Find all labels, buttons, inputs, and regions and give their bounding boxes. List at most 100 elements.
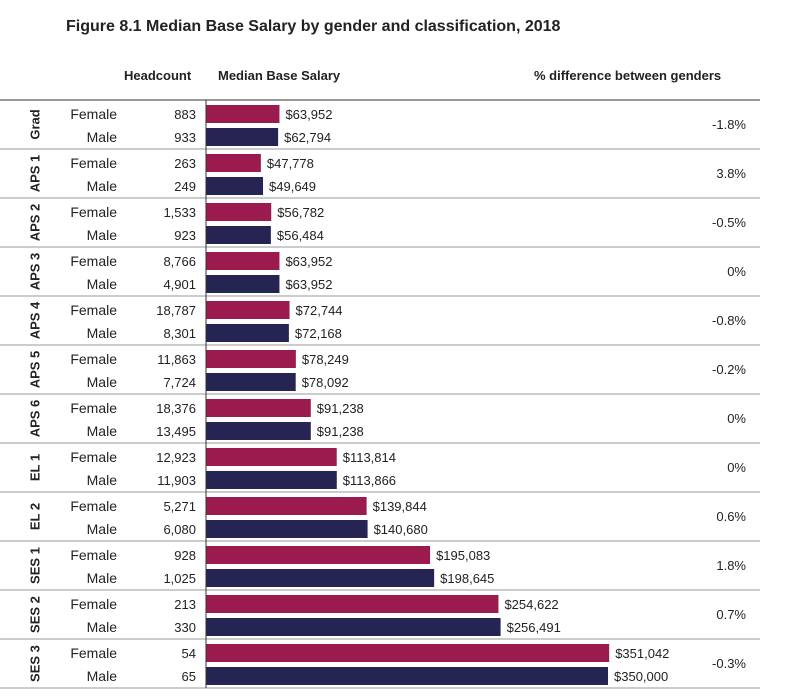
data-label: $56,484 (277, 228, 324, 243)
data-label: $63,952 (285, 107, 332, 122)
gender-label: Female (70, 351, 117, 367)
pct-difference-el-2: 0.6% (716, 509, 746, 524)
header-headcount: Headcount (124, 68, 192, 83)
pct-difference-aps-1: 3.8% (716, 166, 746, 181)
data-label: $91,238 (317, 424, 364, 439)
bar-female (206, 399, 311, 417)
gender-label: Female (70, 498, 117, 514)
data-label: $198,645 (440, 571, 494, 586)
gender-label: Male (87, 227, 118, 243)
bar-male (206, 373, 296, 391)
data-label: $139,844 (373, 499, 427, 514)
bar-male (206, 275, 280, 293)
data-label: $254,622 (504, 597, 558, 612)
headcount-value: 13,495 (156, 424, 196, 439)
group-label-grad: Grad (27, 109, 42, 139)
pct-difference-aps-6: 0% (727, 411, 746, 426)
headcount-value: 4,901 (163, 277, 196, 292)
gender-label: Female (70, 106, 117, 122)
headcount-value: 8,766 (163, 254, 196, 269)
gender-label: Male (87, 619, 118, 635)
gender-label: Male (87, 423, 118, 439)
chart-plot-area: Grad -1.8% Female 883 $63,952 Male 933 $62,794 A… (0, 99, 760, 689)
pct-difference-ses-3: -0.3% (712, 656, 746, 671)
bar-female (206, 154, 261, 172)
bar-female (206, 301, 290, 319)
data-label: $350,000 (614, 669, 668, 684)
headcount-value: 263 (174, 156, 196, 171)
pct-difference-ses-2: 0.7% (716, 607, 746, 622)
headcount-value: 65 (182, 669, 196, 684)
pct-difference-aps-2: -0.5% (712, 215, 746, 230)
data-label: $78,249 (302, 352, 349, 367)
chart-title: Figure 8.1 Median Base Salary by gender … (66, 18, 561, 35)
header-median-salary: Median Base Salary (218, 68, 341, 83)
headcount-value: 12,923 (156, 450, 196, 465)
bar-male (206, 520, 368, 538)
gender-label: Female (70, 547, 117, 563)
gender-label: Male (87, 570, 118, 586)
gender-label: Female (70, 596, 117, 612)
bar-female (206, 497, 367, 515)
headcount-value: 1,025 (163, 571, 196, 586)
pct-difference-aps-5: -0.2% (712, 362, 746, 377)
bar-female (206, 448, 337, 466)
bar-male (206, 226, 271, 244)
pct-difference-el-1: 0% (727, 460, 746, 475)
data-label: $113,866 (343, 473, 396, 488)
bar-male (206, 667, 608, 685)
gender-label: Male (87, 472, 118, 488)
data-label: $56,782 (277, 205, 324, 220)
group-label-aps-3: APS 3 (27, 253, 42, 291)
headcount-value: 18,787 (156, 303, 196, 318)
gender-label: Female (70, 449, 117, 465)
data-label: $72,168 (295, 326, 342, 341)
group-label-aps-6: APS 6 (27, 400, 42, 438)
gender-label: Male (87, 521, 118, 537)
bar-male (206, 618, 501, 636)
bar-female (206, 644, 610, 662)
pct-difference-aps-4: -0.8% (712, 313, 746, 328)
data-label: $351,042 (615, 646, 669, 661)
gender-label: Female (70, 400, 117, 416)
data-label: $63,952 (285, 277, 332, 292)
headcount-value: 6,080 (163, 522, 196, 537)
bar-male (206, 422, 311, 440)
headcount-value: 330 (174, 620, 196, 635)
pct-difference-grad: -1.8% (712, 117, 746, 132)
data-label: $140,680 (374, 522, 428, 537)
bar-female (206, 105, 280, 123)
data-label: $256,491 (507, 620, 561, 635)
group-label-aps-2: APS 2 (27, 204, 42, 242)
headcount-value: 5,271 (163, 499, 196, 514)
gender-label: Male (87, 178, 118, 194)
header-gender-difference: % difference between genders (534, 68, 721, 83)
data-label: $49,649 (269, 179, 316, 194)
headcount-value: 1,533 (163, 205, 196, 220)
data-label: $195,083 (436, 548, 490, 563)
bar-female (206, 546, 431, 564)
gender-label: Female (70, 645, 117, 661)
pct-difference-ses-1: 1.8% (716, 558, 746, 573)
headcount-value: 8,301 (163, 326, 196, 341)
headcount-value: 928 (174, 548, 196, 563)
data-label: $62,794 (284, 130, 331, 145)
data-label: $78,092 (302, 375, 349, 390)
group-label-el-2: EL 2 (27, 503, 42, 530)
group-label-ses-3: SES 3 (27, 645, 42, 682)
bar-male (206, 324, 289, 342)
headcount-value: 11,863 (157, 352, 196, 367)
gender-label: Male (87, 374, 118, 390)
gender-label: Male (87, 276, 118, 292)
group-label-el-1: EL 1 (27, 454, 42, 481)
data-label: $91,238 (317, 401, 364, 416)
bar-male (206, 471, 337, 489)
data-label: $63,952 (285, 254, 332, 269)
pct-difference-aps-3: 0% (727, 264, 746, 279)
gender-label: Male (87, 129, 118, 145)
data-label: $47,778 (267, 156, 314, 171)
gender-label: Female (70, 253, 117, 269)
headcount-value: 883 (174, 107, 196, 122)
gender-label: Male (87, 325, 118, 341)
group-label-aps-4: APS 4 (27, 301, 42, 339)
